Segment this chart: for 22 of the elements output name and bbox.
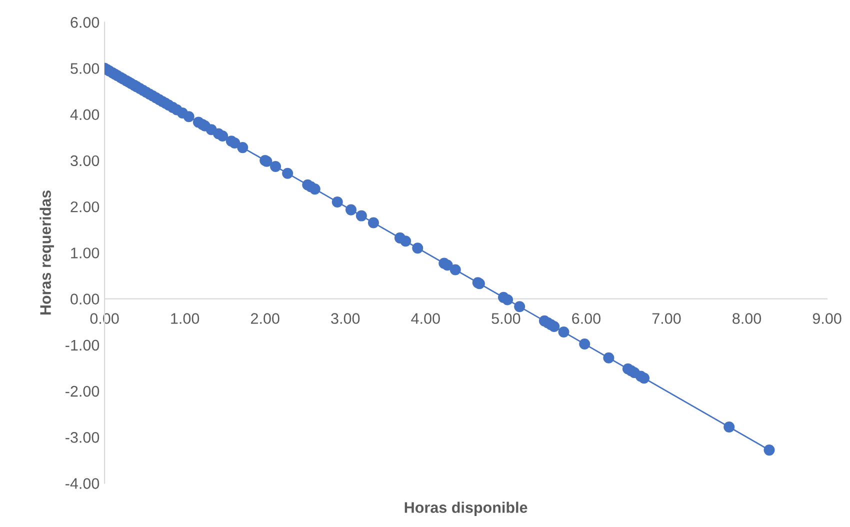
x-tick-label: 1.00 xyxy=(171,313,200,324)
y-tick-label: -1.00 xyxy=(66,340,100,351)
y-tick-label: -2.00 xyxy=(66,386,100,397)
y-tick-label: 3.00 xyxy=(70,155,100,166)
x-tick-label: 5.00 xyxy=(492,313,520,324)
x-tick-label: 8.00 xyxy=(732,313,762,324)
y-tick-label: 4.00 xyxy=(70,109,100,120)
x-tick-label: 7.00 xyxy=(652,313,681,324)
y-tick-label: 5.00 xyxy=(70,63,100,74)
x-tick-label: 2.00 xyxy=(251,313,280,324)
x-tick-label: 4.00 xyxy=(411,313,440,324)
x-tick-label: 3.00 xyxy=(331,313,360,324)
x-axis-title: Horas disponible xyxy=(404,502,528,516)
y-tick-label: 0.00 xyxy=(70,294,100,304)
y-tick-label: -3.00 xyxy=(66,432,100,443)
y-tick-label: 1.00 xyxy=(71,248,100,258)
x-tick-label: 6.00 xyxy=(572,313,600,324)
y-tick-label: 2.00 xyxy=(70,201,100,212)
y-tick-label: 6.00 xyxy=(70,17,100,28)
y-tick-label: -4.00 xyxy=(66,478,100,489)
x-tick-label: 9.00 xyxy=(812,313,842,324)
y-axis-title: Horas requeridas xyxy=(40,190,54,315)
